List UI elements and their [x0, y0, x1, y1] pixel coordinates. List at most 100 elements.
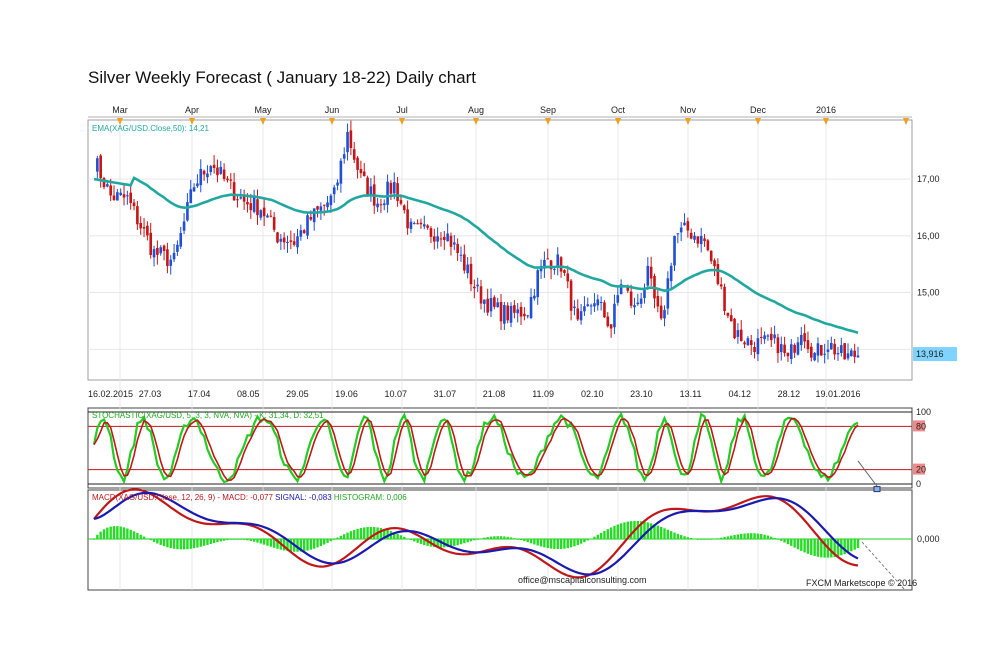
period-marker-icon: [685, 118, 691, 125]
macd-label-hist: HISTOGRAM: 0,006: [334, 493, 407, 502]
macd-histogram-bar: [366, 527, 369, 539]
macd-histogram-bar: [496, 536, 499, 539]
candle-body: [576, 308, 580, 320]
candle-body: [226, 178, 229, 181]
stochastic-tick-label: 80: [916, 421, 926, 431]
macd-histogram-bar: [189, 539, 192, 549]
stochastic-k-line: [92, 411, 859, 485]
candle-body: [129, 192, 132, 203]
macd-histogram-bar: [109, 526, 112, 539]
candle-body: [546, 258, 550, 260]
candle-body: [496, 302, 499, 308]
period-marker-icon: [545, 118, 551, 125]
macd-histogram-bar: [639, 521, 643, 539]
candle-body: [289, 240, 293, 242]
candle-body: [633, 305, 636, 308]
price-tick-label: 17,00: [917, 174, 940, 184]
candle-body: [789, 344, 793, 360]
macd-histogram-bar: [129, 529, 132, 539]
candle-body: [846, 353, 850, 359]
candle-body: [646, 265, 650, 286]
candle-body: [566, 273, 570, 282]
macd-histogram-bar: [236, 539, 239, 540]
macd-histogram-bar: [379, 528, 383, 539]
macd-histogram-bar: [329, 539, 333, 542]
macd-histogram-bar: [333, 539, 336, 540]
macd-histogram-bar: [463, 539, 466, 544]
macd-histogram-bar: [276, 539, 279, 549]
macd-histogram-bar: [850, 539, 853, 552]
macd-histogram-bar: [636, 520, 640, 539]
candle-body: [476, 284, 479, 287]
macd-histogram-bar: [159, 539, 162, 545]
macd-histogram-bar: [399, 535, 403, 539]
candle-body: [549, 260, 553, 270]
top-month-label: Mar: [112, 105, 128, 115]
candle-body: [589, 305, 593, 307]
macd-histogram-bar: [196, 539, 199, 548]
candle-body: [466, 264, 469, 274]
macd-histogram-bar: [272, 539, 276, 548]
candle-body: [346, 131, 349, 153]
macd-histogram-bar: [246, 539, 249, 541]
macd-histogram-bar: [730, 535, 733, 539]
macd-histogram-bar: [252, 539, 256, 542]
candle-body: [389, 182, 393, 194]
macd-histogram-bar: [523, 539, 526, 542]
candle-body: [716, 263, 720, 284]
macd-histogram-bar: [666, 529, 670, 539]
macd-histogram-bar: [122, 527, 126, 539]
candle-body: [236, 199, 239, 201]
macd-histogram-bar: [323, 539, 326, 545]
macd-histogram-bar: [222, 539, 226, 541]
macd-histogram-bar: [136, 532, 139, 539]
candle-body: [719, 284, 723, 287]
candle-body: [246, 202, 249, 205]
macd-histogram-bar: [403, 536, 406, 539]
candle-body: [763, 335, 766, 340]
macd-histogram-bar: [733, 535, 736, 539]
stochastic-indicator-label: STOCHASTIC(XAG/USD, 5, 3, 3, NVA, NVA) -…: [92, 411, 324, 420]
macd-histogram-bar: [856, 539, 860, 548]
macd-histogram-bar: [820, 539, 823, 558]
macd-histogram-bar: [823, 539, 826, 558]
top-month-label: Jul: [396, 105, 408, 115]
macd-histogram-bar: [533, 539, 536, 545]
macd-histogram-bar: [373, 527, 376, 539]
candle-body: [106, 184, 109, 187]
macd-histogram-bar: [162, 539, 166, 547]
macd-histogram-bar: [386, 529, 389, 539]
macd-histogram-bar: [676, 533, 680, 539]
macd-histogram-bar: [499, 536, 503, 539]
candle-body: [392, 182, 396, 194]
macd-histogram-bar: [556, 539, 559, 550]
macd-histogram-bar: [176, 539, 179, 550]
macd-histogram-bar: [706, 539, 710, 540]
candle-body: [793, 344, 796, 353]
candle-body: [843, 343, 846, 360]
macd-histogram-bar: [316, 539, 319, 548]
macd-histogram-bar: [172, 539, 176, 549]
candle-body: [616, 295, 620, 303]
stochastic-panel-frame: [87, 407, 913, 489]
macd-histogram-bar: [296, 539, 299, 552]
macd-histogram-bar: [516, 539, 519, 540]
macd-signal-line: [93, 491, 859, 576]
candle-body: [826, 349, 830, 352]
date-axis-label: 10.07: [384, 389, 407, 399]
candle-body: [156, 248, 159, 255]
candle-body: [409, 221, 413, 229]
candle-body: [693, 235, 696, 240]
ema-50-line: [93, 176, 859, 334]
forecast-arrow-line: [857, 460, 879, 488]
macd-label-main: MACD(XAG/USD.Close, 12, 26, 9) - MACD: -…: [92, 493, 275, 502]
candle-body: [119, 192, 122, 196]
macd-histogram-bar: [299, 539, 303, 552]
stochastic-tick-label: 20: [916, 465, 926, 475]
stoch-level-box: [913, 463, 925, 475]
candle-body: [199, 168, 203, 186]
macd-histogram-bar: [229, 539, 232, 540]
candle-body: [382, 203, 386, 206]
price-tick-label: 16,00: [917, 231, 940, 241]
candle-body: [806, 340, 810, 350]
